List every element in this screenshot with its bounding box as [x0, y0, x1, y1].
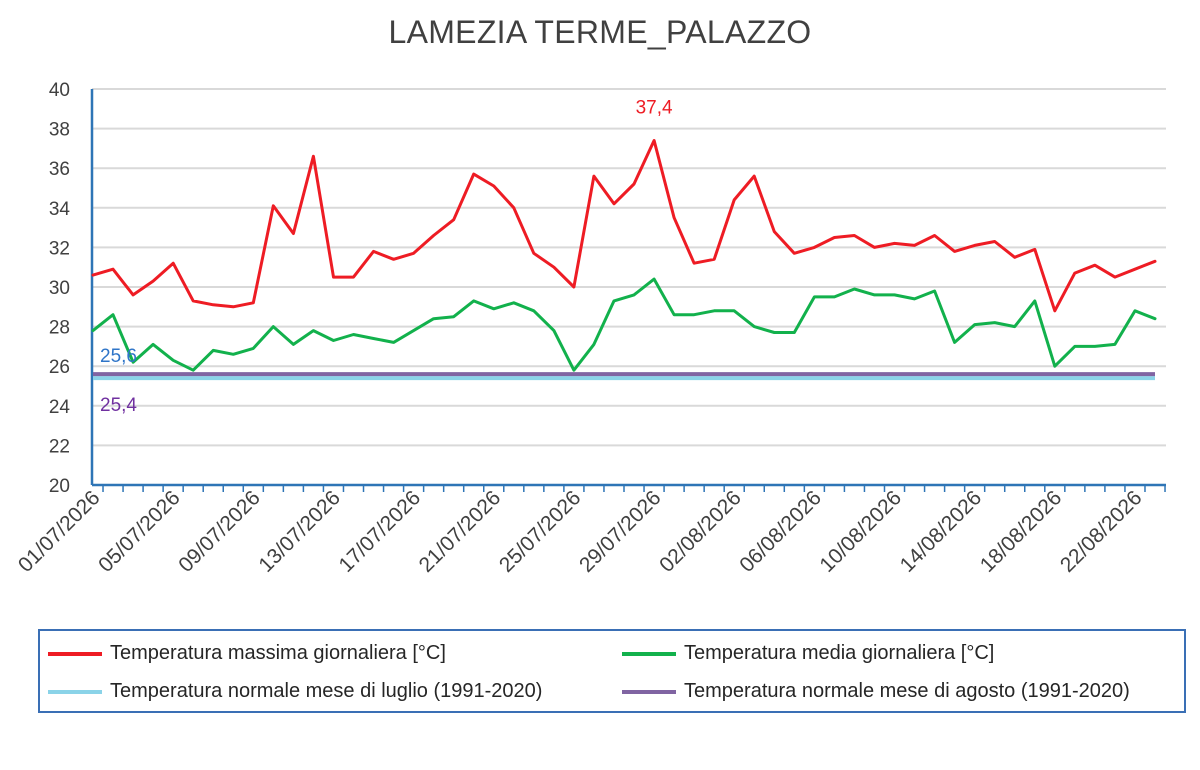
x-tick-label: 13/07/2026 — [254, 486, 345, 577]
x-tick-label: 22/08/2026 — [1056, 486, 1147, 577]
series-line-0 — [91, 139, 1157, 313]
x-tick-label: 18/08/2026 — [976, 486, 1067, 577]
legend-item-august-normal: Temperatura normale mese di agosto (1991… — [622, 680, 1130, 703]
y-tick-label-32: 32 — [49, 238, 70, 259]
legend-swatch-august-normal — [622, 689, 676, 694]
y-tick-label-30: 30 — [49, 278, 70, 299]
x-tick-label: 02/08/2026 — [655, 486, 746, 577]
y-tick-label-36: 36 — [49, 159, 70, 180]
x-tick-label: 06/08/2026 — [735, 486, 826, 577]
x-tick-label: 29/07/2026 — [575, 486, 666, 577]
y-tick-label-20: 20 — [49, 476, 70, 497]
annotation-max-label: 37,4 — [636, 97, 673, 118]
x-tick-label: 25/07/2026 — [495, 486, 586, 577]
legend-item-max: Temperatura massima giornaliera [°C] — [48, 642, 446, 665]
axes: 20 22 24 26 28 30 32 34 36 38 40 01/07/202605/07/20… — [14, 80, 1166, 577]
legend: Temperatura massima giornaliera [°C] Tem… — [38, 629, 1186, 713]
x-tick-label: 14/08/2026 — [896, 486, 987, 577]
legend-label-july-normal: Temperatura normale mese di luglio (1991… — [110, 680, 543, 702]
x-tick-label: 01/07/2026 — [14, 486, 105, 577]
y-tick-label-28: 28 — [49, 318, 70, 339]
legend-item-mean: Temperatura media giornaliera [°C] — [622, 642, 994, 665]
series-line-1 — [91, 277, 1157, 372]
legend-swatch-july-normal — [48, 689, 102, 694]
data-labels: 25,4 25,6 37,4 — [100, 97, 673, 416]
y-tick-label-22: 22 — [49, 436, 70, 457]
x-tick-label: 09/07/2026 — [174, 486, 265, 577]
x-tick-label: 21/07/2026 — [415, 486, 506, 577]
series-lines — [91, 139, 1157, 381]
legend-swatch-mean — [622, 651, 676, 656]
chart-title: LAMEZIA TERME_PALAZZO — [388, 14, 812, 50]
x-tick-label: 05/07/2026 — [94, 486, 185, 577]
constant-label-3: 25,6 — [100, 346, 137, 367]
y-tick-label-26: 26 — [49, 357, 70, 378]
y-tick-label-38: 38 — [49, 120, 70, 141]
y-tick-label-40: 40 — [49, 80, 70, 101]
legend-label-mean: Temperatura media giornaliera [°C] — [684, 642, 995, 664]
y-tick-label-24: 24 — [49, 397, 71, 418]
line-chart: 20 22 24 26 28 30 32 34 36 38 40 01/07/202605/07/20… — [14, 80, 1166, 577]
legend-label-august-normal: Temperatura normale mese di agosto (1991… — [684, 680, 1130, 702]
constant-label-2: 25,4 — [100, 395, 137, 416]
legend-label-max: Temperatura massima giornaliera [°C] — [110, 642, 446, 664]
y-tick-label-34: 34 — [49, 199, 71, 220]
gridlines — [92, 88, 1166, 447]
x-tick-label: 17/07/2026 — [335, 486, 426, 577]
x-tick-label: 10/08/2026 — [815, 486, 906, 577]
legend-swatch-max — [48, 651, 102, 656]
legend-item-july-normal: Temperatura normale mese di luglio (1991… — [48, 680, 542, 703]
